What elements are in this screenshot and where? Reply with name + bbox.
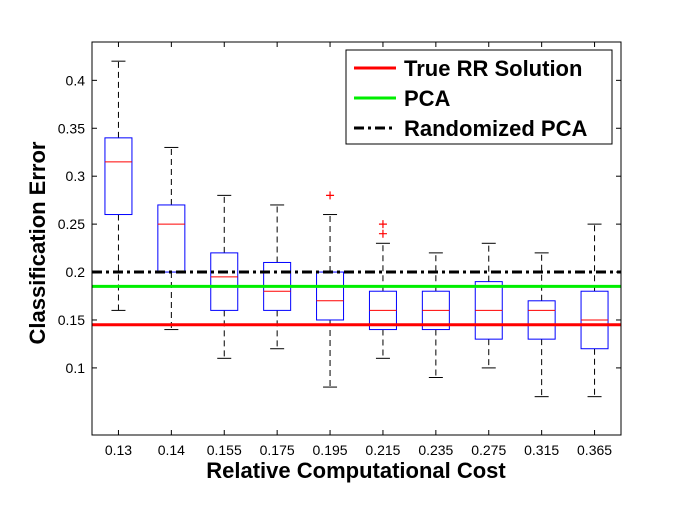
x-axis-label: Relative Computational Cost	[206, 458, 506, 483]
outlier-marker	[326, 191, 335, 200]
y-tick-label: 0.15	[58, 312, 85, 328]
box-group	[316, 191, 345, 388]
box-group	[580, 223, 609, 398]
legend-label: True RR Solution	[404, 56, 582, 81]
legend-label: Randomized PCA	[404, 116, 587, 141]
x-tick-label: 0.365	[577, 442, 612, 458]
box-group	[527, 252, 556, 398]
y-tick-label: 0.35	[58, 120, 85, 136]
box-series	[104, 60, 609, 398]
box	[210, 252, 239, 311]
box	[104, 137, 133, 216]
box-group	[104, 60, 133, 311]
y-tick-label: 0.1	[66, 360, 86, 376]
y-axis-label: Classification Error	[25, 141, 50, 344]
y-tick-label: 0.2	[66, 264, 86, 280]
x-tick-label: 0.215	[365, 442, 400, 458]
x-tick-label: 0.175	[260, 442, 295, 458]
outlier-marker	[378, 229, 387, 238]
reference-lines	[92, 270, 621, 327]
x-tick-label: 0.14	[158, 442, 185, 458]
box	[527, 300, 556, 340]
box-group	[474, 242, 503, 369]
legend-label: PCA	[404, 86, 451, 111]
x-tick-label: 0.315	[524, 442, 559, 458]
y-tick-label: 0.4	[66, 72, 86, 88]
legend: True RR Solution PCA Randomized PCA	[345, 49, 613, 145]
x-tick-label: 0.155	[207, 442, 242, 458]
axes: 0.1 0.15 0.2 0.25 0.3 0.35 0.4 0.13 0.14 0.155 0.1…	[58, 41, 622, 458]
x-tick-label: 0.195	[313, 442, 348, 458]
x-tick-label: 0.235	[418, 442, 453, 458]
plot-frame	[91, 41, 622, 436]
box-group	[210, 194, 239, 359]
y-tick-label: 0.25	[58, 216, 85, 232]
box-group	[421, 252, 450, 378]
y-tick-label: 0.3	[66, 168, 86, 184]
x-tick-label: 0.275	[471, 442, 506, 458]
outlier-marker	[378, 220, 387, 229]
x-tick-label: 0.13	[105, 442, 132, 458]
box-group	[368, 220, 397, 359]
